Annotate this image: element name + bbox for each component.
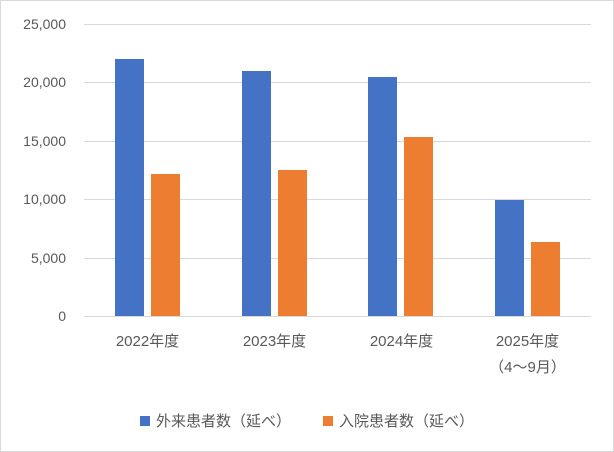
- bar-series-1-cat-1: [278, 170, 307, 316]
- gridline: [84, 316, 591, 317]
- bar-series-0-cat-2: [368, 77, 397, 316]
- x-axis-category-label-text: 2024年度: [369, 333, 434, 350]
- legend-label: 外来患者数（延べ）: [155, 413, 291, 430]
- legend-item: 入院患者数（延べ）: [323, 410, 474, 431]
- bar-series-0-cat-3: [495, 200, 524, 316]
- legend-label: 入院患者数（延べ）: [339, 413, 475, 430]
- x-axis-category-label-text: 2025年度: [495, 333, 560, 350]
- x-axis-category-label: 2024年度: [338, 332, 465, 352]
- legend-swatch-icon: [323, 415, 333, 426]
- bar-series-1-cat-0: [151, 174, 180, 316]
- bar-series-1-cat-3: [531, 242, 560, 316]
- gridline: [84, 258, 591, 259]
- bar-series-0-cat-0: [115, 59, 144, 316]
- y-axis-tick-label: 10,000: [23, 191, 66, 207]
- gridline: [84, 24, 591, 25]
- x-axis-category-label: 2022年度: [84, 332, 211, 352]
- gridline: [84, 82, 591, 83]
- y-axis-tick-label: 5,000: [30, 250, 66, 266]
- x-axis-category-sublabel: （4～9月）: [489, 359, 566, 376]
- bar-series-0-cat-1: [242, 71, 271, 316]
- legend-item: 外来患者数（延べ）: [139, 410, 291, 431]
- legend-swatch-icon: [139, 415, 150, 426]
- y-axis-tick-label: 0: [58, 308, 66, 324]
- chart-legend: 外来患者数（延べ） 入院患者数（延べ）: [1, 410, 613, 431]
- y-axis-tick-label: 15,000: [23, 133, 66, 149]
- gridline: [84, 199, 591, 200]
- x-axis-category-label: 2025年度 （4～9月）: [464, 332, 591, 378]
- bar-series-1-cat-2: [404, 137, 433, 316]
- y-axis-tick-label: 25,000: [23, 16, 66, 32]
- y-axis-tick-label: 20,000: [23, 74, 66, 90]
- gridline: [84, 141, 591, 142]
- x-axis-category-label: 2023年度: [211, 332, 338, 352]
- x-axis-category-label-text: 2022年度: [115, 333, 180, 350]
- x-axis-category-label-text: 2023年度: [242, 333, 307, 350]
